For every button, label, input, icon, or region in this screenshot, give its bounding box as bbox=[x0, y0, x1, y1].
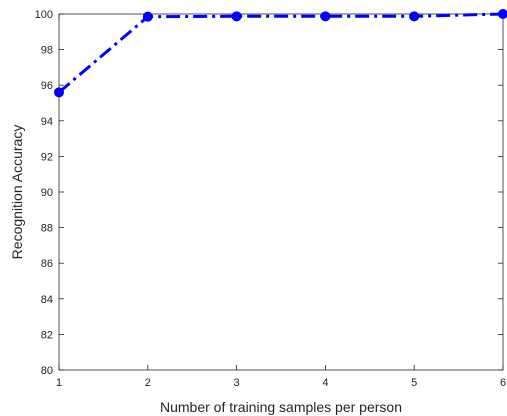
x-tick-label: 2 bbox=[145, 377, 151, 389]
y-axis-label: Recognition Accuracy bbox=[9, 125, 25, 260]
data-point bbox=[142, 11, 153, 22]
y-tick-label: 86 bbox=[41, 258, 53, 270]
plot-area-frame bbox=[58, 13, 504, 371]
x-tick-label: 1 bbox=[56, 377, 62, 389]
series-line bbox=[58, 12, 504, 94]
y-tick-label: 90 bbox=[41, 187, 53, 199]
y-tick-label: 96 bbox=[41, 80, 53, 92]
x-tick-label: 5 bbox=[411, 377, 417, 389]
data-point bbox=[498, 9, 507, 19]
y-axis-ticks: 80 82 84 86 88 90 92 94 96 98 100 bbox=[35, 9, 503, 377]
data-point bbox=[231, 11, 242, 22]
data-point bbox=[320, 11, 331, 22]
y-tick-label: 94 bbox=[41, 116, 53, 128]
y-tick-label: 80 bbox=[41, 365, 53, 377]
data-point bbox=[409, 11, 420, 22]
y-tick-label: 88 bbox=[41, 223, 53, 235]
y-tick-label: 92 bbox=[41, 151, 53, 163]
x-tick-label: 6 bbox=[500, 377, 506, 389]
x-axis-label: Number of training samples per person bbox=[160, 399, 402, 415]
y-tick-label: 100 bbox=[35, 9, 53, 21]
x-tick-label: 3 bbox=[234, 377, 240, 389]
x-tick-label: 4 bbox=[322, 377, 328, 389]
series-markers bbox=[54, 9, 507, 98]
y-tick-label: 82 bbox=[41, 329, 53, 341]
y-tick-label: 98 bbox=[41, 45, 53, 57]
y-tick-label: 84 bbox=[41, 294, 53, 306]
data-point bbox=[54, 87, 64, 98]
